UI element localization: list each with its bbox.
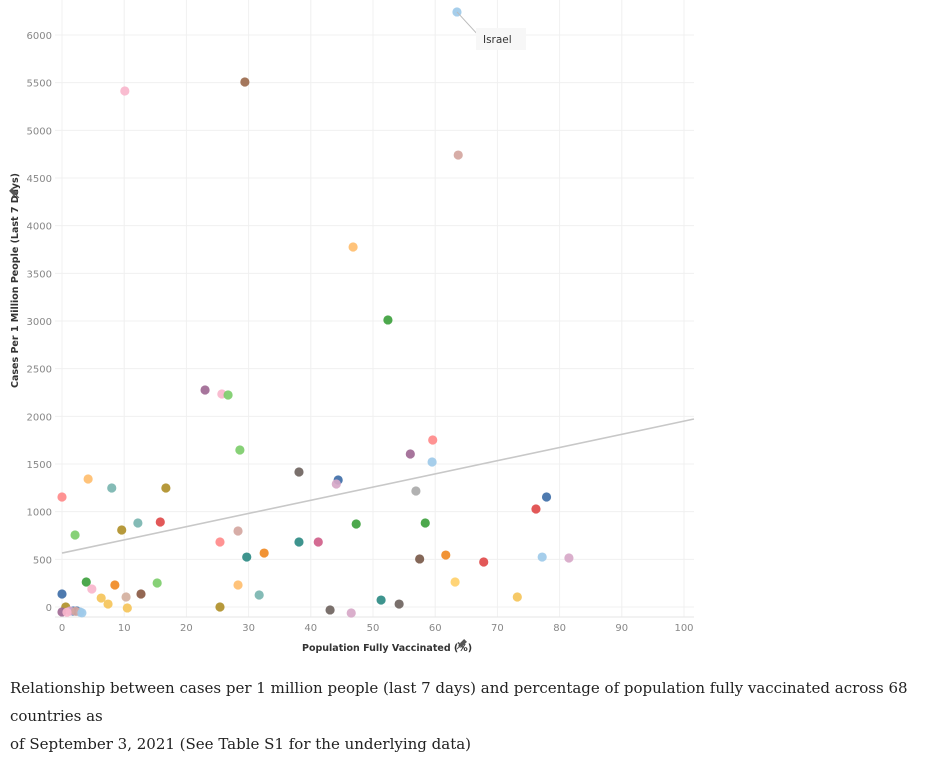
- y-tick-label: 2500: [27, 365, 52, 376]
- y-tick-label: 2000: [27, 412, 52, 423]
- data-point[interactable]: [152, 578, 162, 588]
- x-tick-label: 80: [553, 623, 566, 634]
- y-axis-ticks: 0 500 1000 1500 2000 2500 3000 3500 4000 4500 5000…: [27, 31, 52, 614]
- x-axis-title: Population Fully Vaccinated (%): [302, 643, 472, 654]
- data-point[interactable]: [541, 492, 552, 502]
- data-point[interactable]: [427, 457, 437, 467]
- data-point[interactable]: [121, 592, 131, 602]
- data-point[interactable]: [70, 530, 80, 540]
- data-point[interactable]: [240, 77, 250, 87]
- annotation-leader: [456, 11, 480, 37]
- y-tick-label: 1000: [27, 508, 52, 519]
- x-tick-label: 70: [491, 623, 504, 634]
- y-tick-label: 4500: [27, 174, 52, 185]
- data-point[interactable]: [351, 519, 361, 529]
- data-point[interactable]: [200, 385, 210, 395]
- x-axis-pin-icon[interactable]: [454, 638, 468, 652]
- y-tick-label: 0: [46, 603, 52, 614]
- data-point[interactable]: [405, 449, 415, 459]
- data-point[interactable]: [325, 605, 335, 615]
- data-point[interactable]: [161, 483, 171, 493]
- y-tick-label: 1500: [27, 460, 52, 471]
- data-point[interactable]: [411, 486, 421, 496]
- data-point[interactable]: [420, 518, 430, 528]
- data-point[interactable]: [415, 554, 425, 564]
- data-point[interactable]: [564, 553, 574, 563]
- data-point[interactable]: [441, 550, 451, 560]
- data-point[interactable]: [133, 518, 143, 528]
- x-tick-label: 50: [367, 623, 380, 634]
- scatter-chart: 0500100015002000250030003500400045005000…: [8, 0, 695, 654]
- x-tick-label: 10: [118, 623, 131, 634]
- data-point[interactable]: [223, 390, 233, 400]
- data-points: [57, 7, 574, 618]
- data-point[interactable]: [155, 517, 165, 527]
- x-axis-ticks: 0 10 20 30 40 50 60 70 80 90 100: [59, 623, 694, 634]
- data-point[interactable]: [87, 584, 97, 594]
- y-tick-label: 3000: [27, 317, 52, 328]
- data-point[interactable]: [450, 577, 460, 587]
- y-axis-pin-icon[interactable]: [8, 187, 22, 201]
- data-point[interactable]: [537, 552, 547, 562]
- annotation-box: [475, 27, 526, 50]
- data-point[interactable]: [376, 595, 386, 605]
- data-point[interactable]: [512, 592, 522, 602]
- caption-line-1: Relationship between cases per 1 million…: [10, 679, 908, 725]
- x-tick-label: 90: [615, 623, 628, 634]
- x-tick-label: 20: [180, 623, 193, 634]
- x-tick-label: 0: [59, 623, 65, 634]
- x-tick-label: 30: [242, 623, 255, 634]
- data-point[interactable]: [117, 525, 127, 535]
- data-point[interactable]: [313, 537, 323, 547]
- data-point[interactable]: [136, 589, 146, 599]
- trend-line: [61, 418, 695, 554]
- data-point[interactable]: [453, 150, 463, 160]
- data-point[interactable]: [383, 315, 393, 325]
- data-point[interactable]: [346, 608, 356, 618]
- y-tick-label: 5500: [27, 79, 52, 90]
- data-point[interactable]: [62, 607, 72, 617]
- annotation-label: Israel: [483, 34, 512, 46]
- data-point[interactable]: [294, 537, 304, 547]
- y-tick-label: 5000: [27, 126, 52, 137]
- data-point[interactable]: [394, 599, 404, 609]
- x-tick-label: 60: [429, 623, 442, 634]
- data-point[interactable]: [479, 557, 489, 567]
- data-point[interactable]: [428, 435, 438, 445]
- data-point[interactable]: [233, 580, 243, 590]
- data-point[interactable]: [242, 552, 252, 562]
- data-point[interactable]: [294, 467, 304, 477]
- y-tick-label: 6000: [27, 31, 52, 42]
- figure-caption: Relationship between cases per 1 million…: [10, 674, 930, 758]
- data-point[interactable]: [107, 483, 117, 493]
- data-point[interactable]: [96, 593, 106, 603]
- caption-line-2: of September 3, 2021 (See Table S1 for t…: [10, 735, 472, 753]
- data-point[interactable]: [103, 599, 113, 609]
- x-tick-label: 100: [674, 623, 693, 634]
- data-point[interactable]: [215, 537, 225, 547]
- data-point[interactable]: [348, 242, 358, 252]
- data-point[interactable]: [57, 492, 67, 502]
- data-point[interactable]: [110, 580, 120, 590]
- y-tick-label: 3500: [27, 269, 52, 280]
- x-tick-label: 40: [304, 623, 317, 634]
- data-point[interactable]: [331, 479, 341, 489]
- data-point[interactable]: [77, 608, 87, 618]
- data-point[interactable]: [531, 504, 541, 514]
- data-point[interactable]: [215, 602, 225, 612]
- data-point[interactable]: [83, 474, 93, 484]
- data-point[interactable]: [120, 86, 130, 96]
- y-tick-label: 500: [33, 555, 52, 566]
- israel-annotation: Israel: [456, 11, 526, 50]
- data-point[interactable]: [259, 548, 269, 558]
- data-point[interactable]: [254, 590, 264, 600]
- y-axis-title: Cases Per 1 Million People (Last 7 Days): [10, 173, 21, 388]
- data-point[interactable]: [233, 526, 243, 536]
- y-tick-label: 4000: [27, 222, 52, 233]
- data-point[interactable]: [81, 577, 91, 587]
- data-point[interactable]: [122, 603, 132, 613]
- data-point[interactable]: [235, 445, 245, 455]
- grid: [55, 0, 694, 618]
- data-point[interactable]: [57, 589, 67, 599]
